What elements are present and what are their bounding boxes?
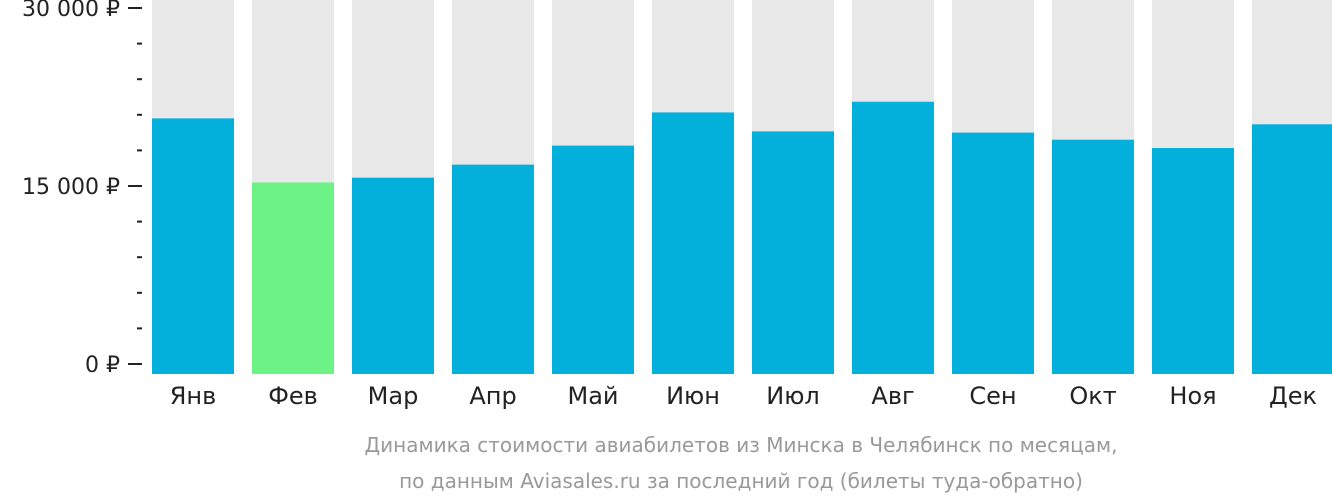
bar-10[interactable] (1052, 139, 1134, 374)
x-tick-label-12: Дек (1269, 382, 1317, 410)
bar-2[interactable] (252, 182, 334, 374)
caption-line-1: Динамика стоимости авиабилетов из Минска… (365, 433, 1118, 457)
y-axis: 0 ₽ 15 000 ₽ 30 000 ₽ (22, 0, 142, 378)
y-tick-label-3: 30 000 ₽ (22, 0, 120, 22)
x-tick-label-8: Авг (871, 382, 914, 410)
bars (152, 101, 1332, 374)
x-tick-label-1: Янв (170, 382, 217, 410)
x-tick-label-5: Май (567, 382, 618, 410)
x-tick-label-6: Июн (666, 382, 720, 410)
bar-5[interactable] (552, 145, 634, 374)
x-axis-labels: Янв Фев Мар Апр Май Июн Июл Авг Сен Окт Ноя Дек (170, 382, 1317, 410)
x-tick-label-10: Окт (1069, 382, 1116, 410)
bar-11[interactable] (1152, 148, 1234, 374)
x-tick-label-3: Мар (368, 382, 419, 410)
x-tick-label-7: Июл (766, 382, 820, 410)
x-tick-label-2: Фев (268, 382, 318, 410)
bar-12[interactable] (1252, 124, 1332, 374)
bar-9[interactable] (952, 132, 1034, 374)
x-tick-label-4: Апр (469, 382, 516, 410)
bar-8[interactable] (852, 101, 934, 374)
y-tick-label-2: 15 000 ₽ (22, 175, 120, 200)
bar-7[interactable] (752, 131, 834, 374)
chart-caption: Динамика стоимости авиабилетов из Минска… (365, 433, 1118, 493)
bar-4[interactable] (452, 164, 534, 374)
bar-3[interactable] (352, 177, 434, 374)
bar-1[interactable] (152, 118, 234, 374)
bar-6[interactable] (652, 112, 734, 374)
caption-line-2: по данным Aviasales.ru за последний год … (399, 469, 1083, 493)
x-tick-label-11: Ноя (1169, 382, 1216, 410)
x-tick-label-9: Сен (969, 382, 1016, 410)
y-tick-label-1: 0 ₽ (85, 353, 120, 378)
